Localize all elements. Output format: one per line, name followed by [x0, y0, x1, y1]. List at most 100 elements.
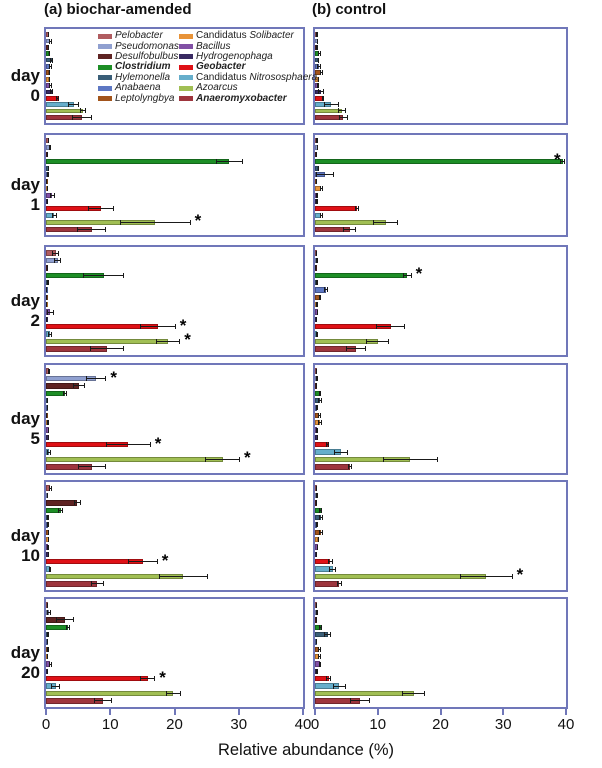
error-bar-cap — [317, 165, 319, 171]
error-bar-cap — [123, 272, 125, 278]
error-bar-cap — [48, 44, 50, 50]
error-bar — [402, 274, 412, 276]
error-bar-cap — [78, 102, 80, 108]
error-bar-cap — [318, 294, 320, 300]
significance-asterisk: * — [110, 367, 118, 387]
error-bar — [50, 91, 54, 93]
error-bar-cap — [48, 165, 50, 171]
error-bar-cap — [326, 287, 328, 293]
error-bar — [318, 400, 322, 402]
error-bar — [320, 72, 323, 74]
error-bar — [319, 626, 322, 628]
axis-tick — [109, 709, 112, 715]
panel-b-title: (b) control — [312, 1, 387, 18]
error-bar-cap — [366, 338, 368, 344]
error-bar-cap — [331, 559, 333, 565]
legend-label: Clostridium — [115, 61, 171, 73]
axis-tick — [502, 709, 505, 715]
error-bar-cap — [316, 280, 318, 286]
error-bar-cap — [89, 346, 91, 352]
error-bar-cap — [322, 515, 324, 521]
error-bar — [48, 487, 53, 489]
error-bar-cap — [316, 138, 318, 144]
panel-day-20-control — [313, 597, 568, 709]
error-bar-cap — [48, 427, 50, 433]
bar-Clostridium — [46, 158, 230, 164]
error-bar-cap — [83, 272, 85, 278]
error-bar-cap — [315, 250, 317, 256]
error-bar-cap — [326, 676, 328, 682]
error-bar-cap — [315, 602, 317, 608]
error-bar-cap — [346, 114, 348, 120]
error-bar-cap — [105, 226, 107, 232]
significance-asterisk: * — [415, 264, 423, 284]
legend-item-Leptolyngbya: Leptolyngbya — [98, 93, 179, 103]
error-bar — [323, 104, 339, 106]
error-bar-cap — [316, 192, 318, 198]
axis-tick-label: 10 — [369, 716, 387, 733]
day-label: day 10 — [10, 526, 40, 565]
error-bar-cap — [320, 294, 322, 300]
bar-Anaeromyxobacter — [46, 581, 98, 587]
error-bar-cap — [317, 89, 319, 95]
error-bar-cap — [48, 51, 50, 57]
legend-swatch-Hylemonella — [98, 75, 112, 81]
error-bar-cap — [328, 442, 330, 448]
error-bar-cap — [315, 500, 317, 506]
error-bar-cap — [346, 346, 348, 352]
legend-label: Anabaena — [115, 82, 161, 94]
error-bar-cap — [159, 573, 161, 579]
error-bar — [338, 116, 348, 118]
error-bar-cap — [46, 199, 48, 205]
error-bar — [318, 422, 322, 424]
error-bar-cap — [317, 544, 319, 550]
error-bar-cap — [52, 89, 54, 95]
error-bar-cap — [318, 390, 320, 396]
error-bar — [72, 385, 85, 387]
error-bar — [319, 517, 324, 519]
error-bar — [76, 228, 107, 230]
error-bar-cap — [58, 507, 60, 513]
error-bar — [139, 326, 176, 328]
axis-tick — [237, 709, 240, 715]
error-bar-cap — [48, 70, 50, 76]
error-bar-cap — [179, 690, 181, 696]
error-bar-cap — [317, 537, 319, 543]
error-bar — [85, 378, 107, 380]
error-bar-cap — [174, 324, 176, 330]
day-label: day 0 — [10, 66, 40, 105]
error-bar-cap — [58, 95, 60, 101]
error-bar-cap — [165, 690, 167, 696]
error-bar-cap — [119, 219, 121, 225]
bar-Clostridium — [315, 272, 408, 278]
panel-day-10-biochar: * — [44, 480, 305, 592]
error-bar-cap — [317, 309, 319, 315]
error-bar-cap — [52, 57, 54, 63]
error-bar-cap — [316, 199, 318, 205]
error-bar-cap — [321, 529, 323, 535]
error-bar-cap — [319, 51, 321, 57]
error-bar-cap — [50, 331, 52, 337]
error-bar-cap — [50, 38, 52, 44]
error-bar-cap — [318, 398, 320, 404]
error-bar-cap — [105, 442, 107, 448]
error-bar-cap — [49, 38, 51, 44]
error-bar — [62, 392, 67, 394]
legend-swatch-Anabaena — [98, 85, 112, 91]
panel-day-0-biochar — [44, 27, 305, 125]
error-bar-cap — [73, 500, 75, 506]
error-bar-cap — [128, 559, 130, 565]
legend-label: Pelobacter — [115, 30, 163, 42]
error-bar-cap — [342, 226, 344, 232]
error-bar-cap — [50, 566, 52, 572]
legend-swatch-Azoarcus — [179, 85, 193, 91]
error-bar-cap — [47, 420, 49, 426]
legend-swatch-Anaeromyxobacter — [179, 96, 193, 102]
error-bar-cap — [60, 258, 62, 264]
error-bar — [165, 692, 181, 694]
error-bar-cap — [315, 639, 317, 645]
panel-day-0-control — [313, 27, 568, 125]
error-bar — [49, 65, 52, 67]
legend-label: Pseudomonas — [115, 40, 179, 52]
